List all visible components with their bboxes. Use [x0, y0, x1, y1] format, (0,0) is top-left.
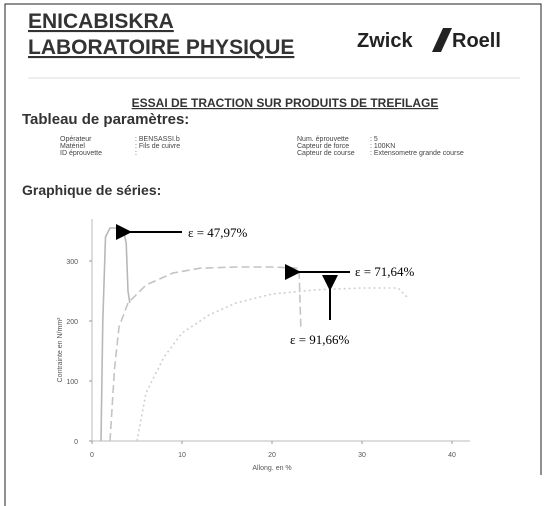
x-tick-label: 10 — [178, 452, 186, 459]
annotation: ε = 47,97% — [188, 225, 248, 240]
series-line — [136, 287, 408, 442]
params-heading: Tableau de paramètres: — [22, 111, 189, 128]
y-tick-label: 200 — [66, 319, 78, 326]
report-title: ESSAI DE TRACTION SUR PRODUITS DE TREFIL… — [132, 96, 439, 110]
annotation: ε = 71,64% — [355, 264, 415, 279]
param-value: : BENSASSI.b — [135, 136, 180, 143]
chart: 0 10 20 30 40 0 100 200 300 Allong. en % Contraint… — [57, 219, 470, 472]
param-label: Capteur de force — [297, 143, 349, 150]
x-tick-label: 20 — [268, 452, 276, 459]
param-label: ID éprouvette — [60, 150, 102, 157]
org-name: ENICABISKRA — [28, 10, 174, 33]
param-label: Opérateur — [60, 136, 92, 143]
logo-slash — [432, 28, 452, 52]
annotation: ε = 91,66% — [290, 332, 350, 347]
x-axis-label: Allong. en % — [252, 465, 291, 472]
logo-right: Roell — [452, 30, 501, 52]
param-value: : Fils de cuivre — [135, 143, 180, 150]
param-value: : Extensometre grande course — [370, 150, 464, 157]
x-tick-label: 30 — [358, 452, 366, 459]
frame — [4, 3, 542, 506]
param-label: Capteur de course — [297, 150, 355, 157]
y-tick-label: 0 — [74, 439, 78, 446]
lab-name: LABORATOIRE PHYSIQUE — [28, 36, 294, 59]
x-tick-label: 40 — [448, 452, 456, 459]
param-label: Matériel — [60, 143, 85, 150]
param-value: : — [135, 150, 137, 157]
param-value: : 5 — [370, 136, 378, 143]
series-line — [109, 266, 302, 442]
param-value: : 100KN — [370, 143, 395, 150]
y-tick-label: 100 — [66, 379, 78, 386]
chart-heading: Graphique de séries: — [22, 182, 161, 198]
logo-left: Zwick — [357, 30, 413, 52]
y-axis-label: Contrainte en N/mm² — [57, 317, 64, 383]
params: Opérateur : BENSASSI.b Matériel : Fils de c… — [60, 136, 464, 157]
param-label: Num. éprouvette — [297, 136, 349, 143]
x-tick-label: 0 — [90, 452, 94, 459]
y-tick-label: 300 — [66, 259, 78, 266]
